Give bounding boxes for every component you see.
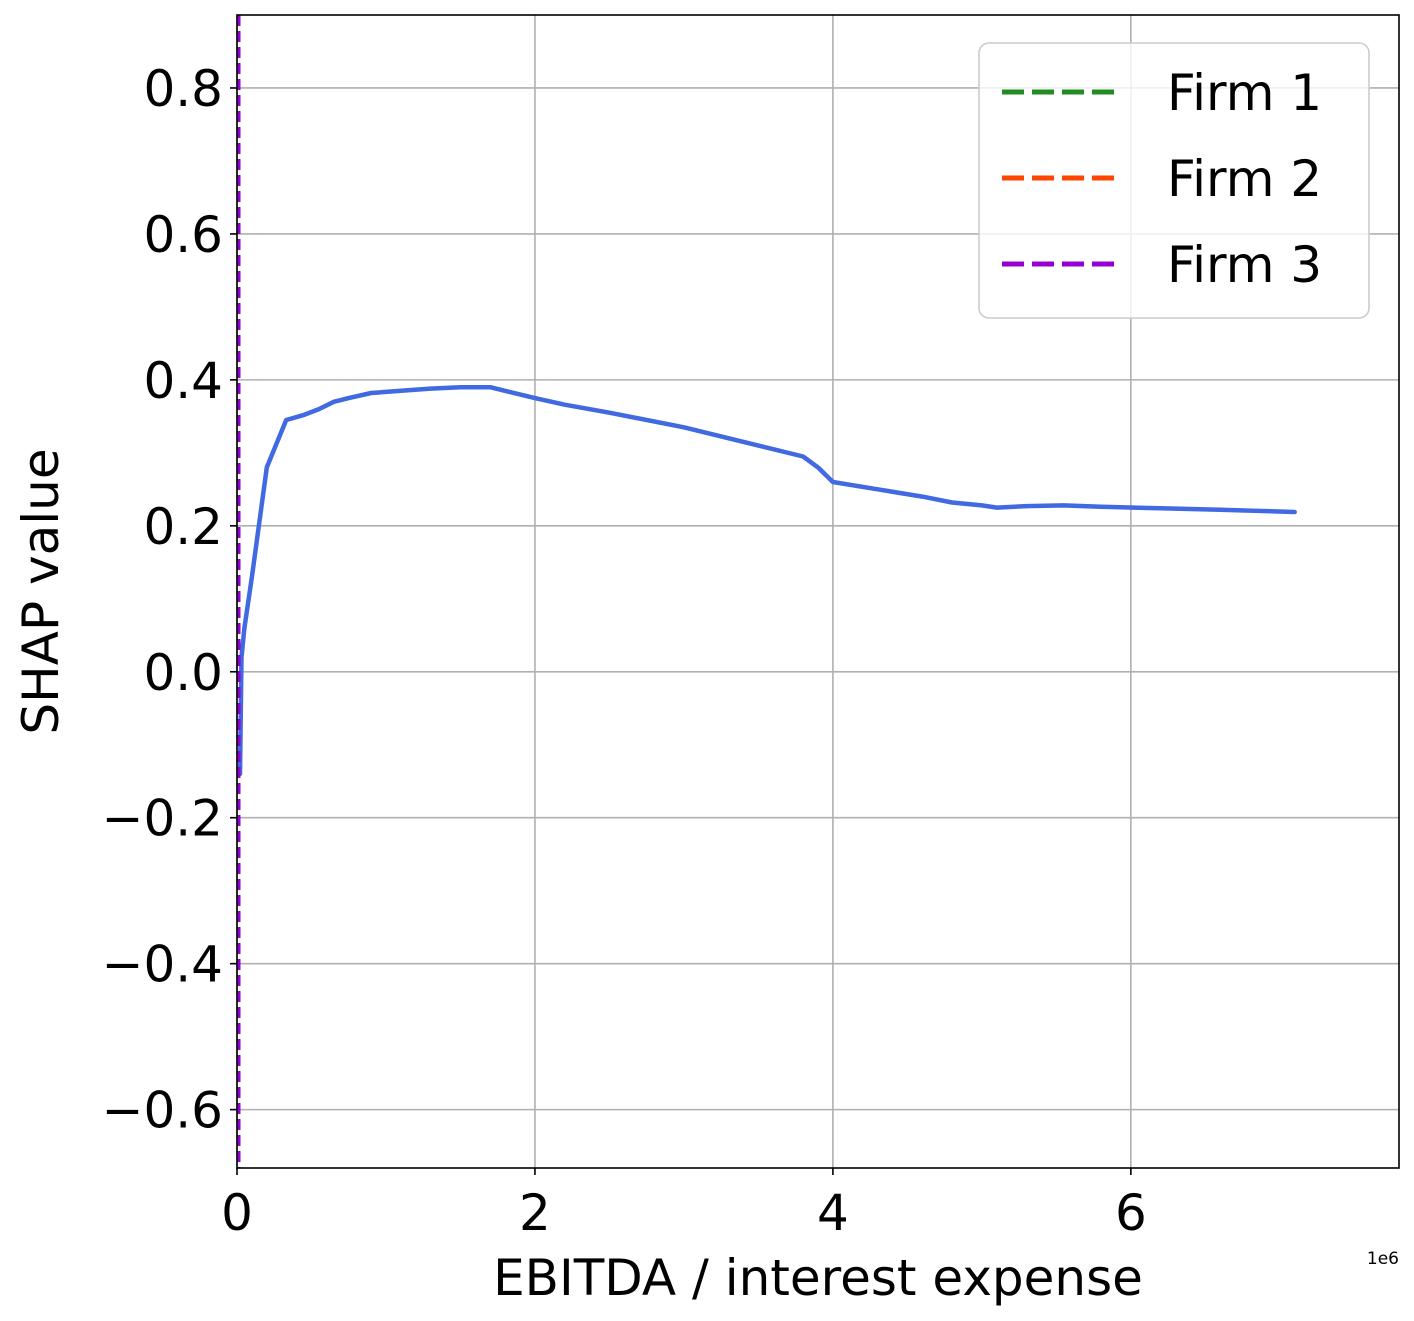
y-tick-label: 0.8 [143,60,223,118]
x-offset-label: 1e6 [1367,1249,1399,1269]
legend-label: Firm 3 [1167,236,1322,294]
y-tick-label: 0.4 [143,352,223,410]
legend: Firm 1 Firm 2 Firm 3 [978,42,1370,319]
y-tick-label: 0.2 [143,498,223,556]
x-tick-label: 4 [817,1184,849,1242]
plot-frame [236,14,1400,1169]
legend-label: Firm 1 [1167,64,1322,122]
y-tick-label: −0.4 [102,936,223,994]
y-tick-label: −0.2 [102,790,223,848]
y-tick-label: 0.6 [143,206,223,264]
series-line [237,384,1297,777]
y-tick-label: −0.6 [102,1082,223,1140]
x-axis-label: EBITDA / interest expense [493,1249,1143,1307]
ticks: 0 2 4 6 −0.6 −0.4 −0.2 0.0 0.2 0.4 0.6 0.8 [102,60,1147,1242]
x-tick-label: 0 [221,1184,253,1242]
x-tick-label: 6 [1115,1184,1147,1242]
legend-box [978,42,1370,319]
y-tick-label: 0.0 [143,644,223,702]
x-tick-label: 2 [519,1184,551,1242]
y-axis-label: SHAP value [12,448,70,734]
legend-label: Firm 2 [1167,150,1322,208]
plot-data [237,15,1297,1168]
